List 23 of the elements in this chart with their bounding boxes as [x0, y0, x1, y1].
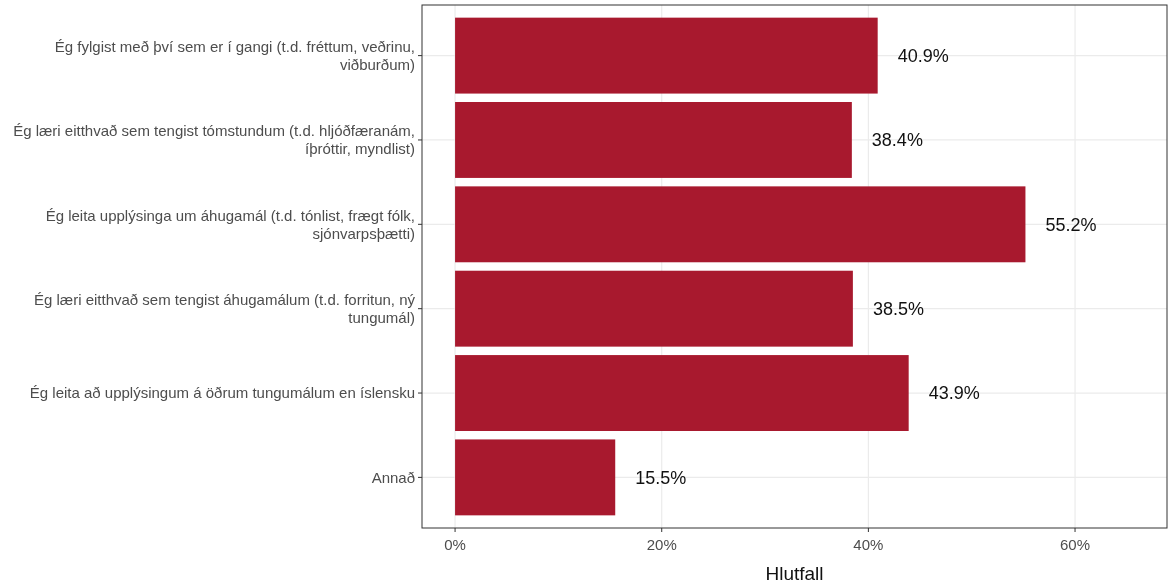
bar [455, 439, 616, 516]
x-tick-label: 40% [853, 536, 884, 553]
bar [455, 186, 1026, 263]
data-label: 15.5% [635, 467, 687, 488]
x-tick-label: 20% [646, 536, 677, 553]
y-tick-label: Ég leita upplýsinga um áhugamál (t.d. tónlist, frægt fólk, sjónvarpsþætti) [45, 206, 415, 242]
data-label: 40.9% [897, 45, 949, 66]
data-label: 38.4% [871, 130, 923, 151]
bar [455, 17, 878, 94]
x-tick-label: 0% [444, 536, 466, 553]
bar [455, 270, 853, 347]
x-tick-label: 60% [1060, 536, 1091, 553]
x-axis-title: Hlutfall [765, 563, 824, 584]
y-tick-label: Ég læri eitthvað sem tengist áhugamálum (t.d. forritun, ný tungumál) [33, 290, 416, 326]
y-tick-label: Ég læri eitthvað sem tengist tómstundum (t.d. hljóðfæranám, íþróttir, myndlist) [13, 122, 415, 158]
data-label: 38.5% [872, 298, 924, 319]
data-label: 55.2% [1045, 214, 1097, 235]
y-tick-label: Ég leita að upplýsingum á öðrum tungumálum en íslensku [29, 384, 415, 402]
bar [455, 355, 909, 431]
bar [455, 102, 852, 178]
y-tick-label: Annað [371, 468, 415, 486]
y-tick-label: Ég fylgist með því sem er í gangi (t.d. fréttum, veðrinu, viðburðum) [54, 37, 415, 73]
data-label: 43.9% [928, 383, 980, 404]
